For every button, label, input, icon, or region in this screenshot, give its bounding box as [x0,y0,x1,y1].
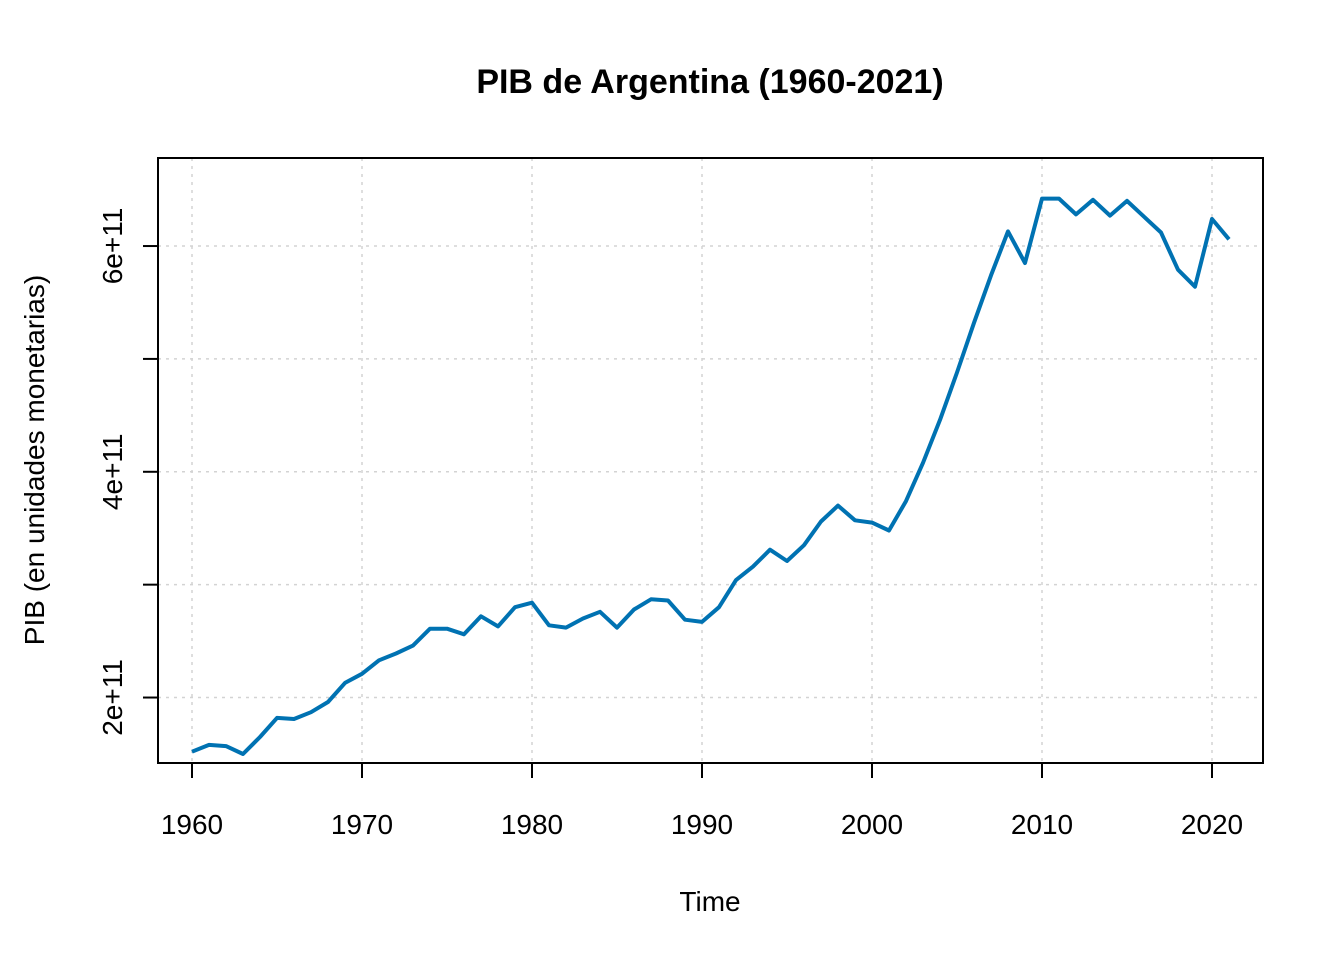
grid [158,158,1263,763]
y-axis-label: PIB (en unidades monetarias) [19,275,50,645]
x-tick-label-6: 2020 [1181,809,1243,840]
y-tick-label-2: 4e+11 [97,434,128,511]
y-tick-label-4: 6e+11 [97,208,128,285]
x-axis: 1960 1970 1980 1990 2000 2010 2020 [161,762,1243,840]
x-tick-label-2: 1980 [501,809,563,840]
x-tick-label-0: 1960 [161,809,223,840]
y-axis: 2e+11 4e+11 6e+11 [97,208,159,736]
x-tick-label-3: 1990 [671,809,733,840]
y-tick-label-0: 2e+11 [97,659,128,736]
plot-frame [157,157,1264,764]
series-line-pib [191,196,1231,756]
x-tick-label-4: 2000 [841,809,903,840]
chart-title: PIB de Argentina (1960-2021) [476,63,943,101]
x-tick-label-5: 2010 [1011,809,1073,840]
x-tick-label-1: 1970 [331,809,393,840]
x-axis-label: Time [679,886,740,917]
